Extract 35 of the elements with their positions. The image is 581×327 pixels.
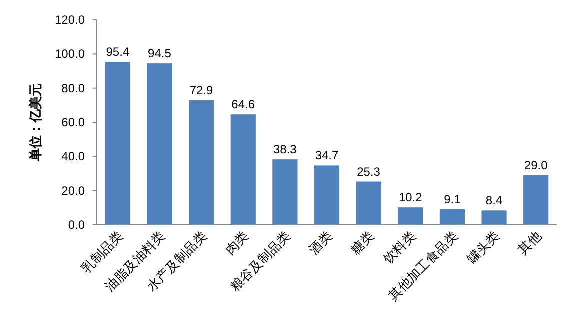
bar [356,182,382,225]
bar [230,114,256,225]
y-tick-label: 120.0 [54,13,86,27]
data-label: 9.1 [444,192,462,206]
bar [440,209,465,225]
data-label: 95.4 [106,45,130,60]
bar [314,166,340,225]
y-tick-label: 20.0 [62,184,86,198]
data-label: 94.5 [148,46,172,61]
x-tick-label: 罐头类 [464,228,502,267]
bar [524,175,549,225]
x-tick-label: 肉类 [222,228,252,258]
y-tick-label: 0.0 [68,218,86,232]
y-tick-label: 80.0 [62,81,86,96]
data-label: 64.6 [232,98,256,112]
y-tick-label: 40.0 [62,150,86,164]
data-label: 10.2 [398,190,423,205]
data-label: 38.3 [274,142,298,157]
bar [147,64,172,225]
data-label: 72.9 [190,83,214,98]
data-label: 34.7 [315,148,339,163]
y-axis-title: 单位：亿美元 [28,84,43,162]
data-label: 29.0 [524,158,548,172]
bar [398,208,424,225]
x-tick-label: 其他 [515,228,544,258]
data-label: 25.3 [357,164,381,179]
bar [105,62,130,225]
y-tick-label: 60.0 [62,116,86,130]
bar [189,100,214,225]
y-tick-label: 100.0 [54,47,86,62]
data-label: 8.4 [486,194,503,208]
bar [482,210,507,225]
x-tick-label: 酒类 [306,228,336,258]
bar [272,160,298,225]
x-tick-label: 糖类 [348,228,377,258]
